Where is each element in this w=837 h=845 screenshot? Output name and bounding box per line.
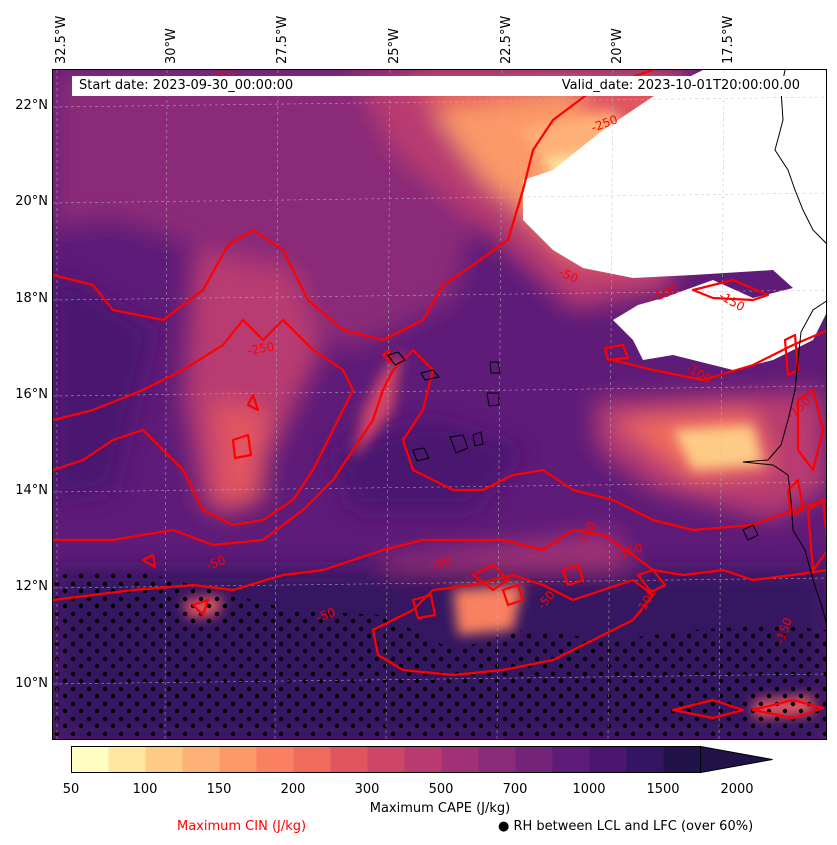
colorbar-label: Maximum CAPE (J/kg) xyxy=(369,801,511,816)
cin-label: -250 xyxy=(246,339,275,358)
cin-label: -50 xyxy=(314,605,337,625)
lat-label-16n: 16°N xyxy=(15,387,48,402)
colorbar-tick: 500 xyxy=(428,782,454,797)
date-header: Start date: 2023-09-30_00:00:00 Valid_da… xyxy=(72,76,812,96)
colorbar-swatch xyxy=(219,746,257,773)
colorbar-tick: 100 xyxy=(132,782,158,797)
cape-cin-map[interactable]: -250 -250 -250 -50 -100 -150 -100 -150 -… xyxy=(52,69,827,740)
start-date-label: Start date: 2023-09-30_00:00:00 xyxy=(79,78,294,93)
lon-label-32-5w: 32.5°W xyxy=(54,15,69,64)
cin-contours xyxy=(53,70,826,720)
colorbar-tick: 200 xyxy=(280,782,306,797)
graticule xyxy=(53,70,826,739)
lon-label-20w: 20°W xyxy=(610,28,625,64)
colorbar-swatch xyxy=(478,746,516,773)
cin-legend-label: Maximum CIN (J/kg) xyxy=(177,819,307,834)
colorbar-swatch xyxy=(663,746,701,773)
colorbar-swatch xyxy=(367,746,405,773)
rh-legend-label: ● RH between LCL and LFC (over 60%) xyxy=(498,819,754,834)
lon-label-25w: 25°W xyxy=(387,28,402,64)
island-santo-antao xyxy=(387,351,406,366)
lat-label-18n: 18°N xyxy=(15,291,48,306)
rh-stipple-region xyxy=(53,570,826,739)
colorbar-tick: 700 xyxy=(502,782,528,797)
colorbar-swatch xyxy=(293,746,331,773)
coastline xyxy=(387,70,826,625)
lon-label-30w: 30°W xyxy=(164,28,179,64)
map-canvas: -250 -250 -250 -50 -100 -150 -100 -150 -… xyxy=(53,70,826,739)
colorbar-tick: 1500 xyxy=(646,782,680,797)
colorbar-swatch xyxy=(182,746,220,773)
lat-label-20n: 20°N xyxy=(15,194,48,209)
masked-white-region xyxy=(523,70,826,370)
colorbar-swatch xyxy=(256,746,294,773)
colorbar-swatch xyxy=(589,746,627,773)
colorbar-swatch xyxy=(552,746,590,773)
colorbar-tick: 150 xyxy=(206,782,232,797)
colorbar-swatch xyxy=(626,746,664,773)
colorbar-swatch xyxy=(108,746,146,773)
valid-date-label: Valid_date: 2023-10-01T20:00:00.00 xyxy=(561,78,800,93)
cape-colorbar xyxy=(71,746,773,774)
lon-label-27-5w: 27.5°W xyxy=(275,15,290,64)
colorbar-swatch xyxy=(515,746,553,773)
lat-label-22n: 22°N xyxy=(15,98,48,113)
colorbar-swatch xyxy=(330,746,368,773)
colorbar-tick: 300 xyxy=(354,782,380,797)
colorbar-extend-arrow xyxy=(700,746,773,774)
lat-label-12n: 12°N xyxy=(15,579,48,594)
colorbar-tick: 1000 xyxy=(572,782,606,797)
colorbar-tick: 50 xyxy=(62,782,80,797)
colorbar-swatch xyxy=(404,746,442,773)
cin-label: -50 xyxy=(204,553,227,573)
lon-label-17-5w: 17.5°W xyxy=(721,15,736,64)
cin-label: -50 xyxy=(430,554,453,573)
colorbar-swatch xyxy=(145,746,183,773)
lat-label-10n: 10°N xyxy=(15,676,48,691)
colorbar-swatch xyxy=(441,746,479,773)
lat-label-14n: 14°N xyxy=(15,483,48,498)
colorbar-swatch xyxy=(71,746,109,773)
colorbar-border xyxy=(71,746,701,773)
colorbar-tick: 2000 xyxy=(720,782,754,797)
lon-label-22-5w: 22.5°W xyxy=(499,15,514,64)
